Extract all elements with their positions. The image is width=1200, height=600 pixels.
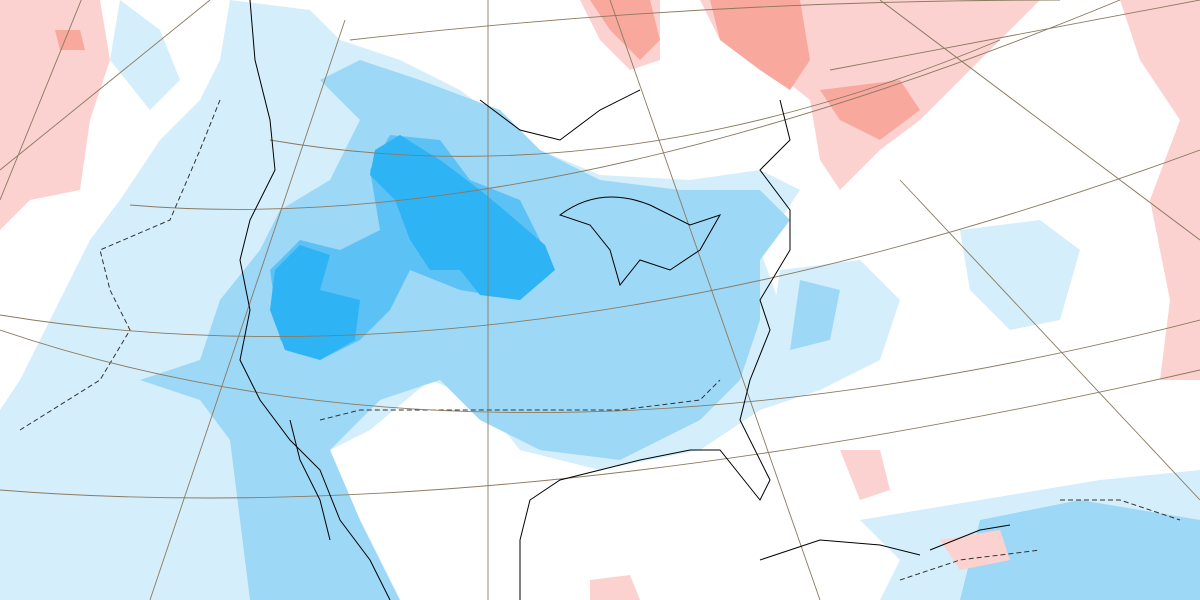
dark-blue-field	[270, 135, 555, 360]
coastlines	[239, 0, 1011, 600]
red-field	[55, 0, 920, 140]
dashed-contours	[19, 99, 1181, 581]
